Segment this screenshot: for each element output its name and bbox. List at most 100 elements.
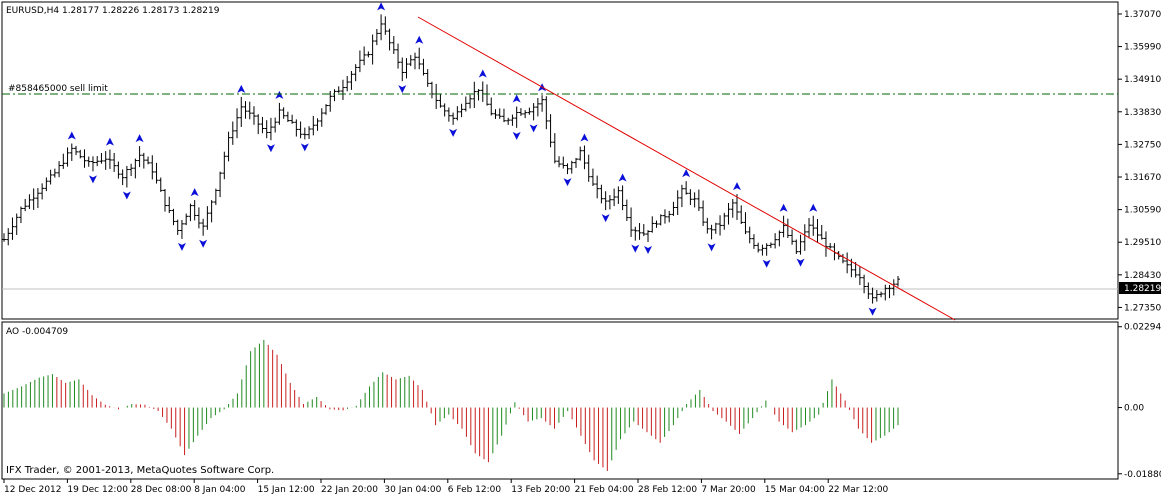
price-bar bbox=[637, 223, 642, 240]
price-bar bbox=[31, 188, 36, 210]
time-tick-label: 15 Jan 12:00 bbox=[258, 485, 315, 495]
price-bar bbox=[531, 103, 536, 121]
price-bar bbox=[366, 51, 371, 58]
price-bar bbox=[743, 212, 748, 235]
price-bar bbox=[514, 106, 519, 128]
fractal-down-marker bbox=[300, 143, 309, 152]
price-bar bbox=[129, 163, 134, 177]
price-bar bbox=[281, 107, 286, 119]
price-bar bbox=[175, 219, 180, 235]
price-bar bbox=[103, 151, 108, 170]
price-bar bbox=[302, 127, 307, 140]
fractal-up-marker bbox=[67, 131, 76, 140]
price-bar bbox=[298, 121, 303, 139]
price-bar bbox=[739, 205, 744, 224]
price-bar bbox=[158, 177, 163, 192]
price-bar bbox=[290, 114, 295, 124]
price-bar bbox=[688, 189, 693, 206]
price-bar bbox=[828, 243, 833, 249]
ao-label: AO -0.004709 bbox=[6, 327, 68, 337]
price-bar bbox=[811, 215, 816, 236]
ao-axis: 0.022945 0.00 -0.01880 bbox=[1118, 323, 1161, 480]
price-bar bbox=[527, 107, 532, 115]
price-bar bbox=[353, 64, 358, 82]
price-bar bbox=[798, 234, 803, 255]
price-tick-label: 1.30590 bbox=[1124, 206, 1161, 216]
price-bar bbox=[396, 43, 401, 69]
price-bar bbox=[332, 89, 337, 102]
price-bar bbox=[870, 287, 875, 304]
price-bar bbox=[612, 188, 617, 207]
downtrend-line[interactable] bbox=[417, 16, 956, 321]
price-bar bbox=[116, 161, 121, 179]
indicator-plot-frame[interactable] bbox=[1, 321, 1119, 480]
price-bar bbox=[10, 217, 15, 240]
time-tick-label: 21 Feb 04:00 bbox=[575, 485, 634, 495]
time-tick-label: 13 Feb 20:00 bbox=[511, 485, 570, 495]
price-bar bbox=[387, 28, 392, 51]
price-bar bbox=[866, 282, 871, 300]
price-bar bbox=[48, 169, 53, 185]
price-bar bbox=[107, 149, 112, 169]
price-bar bbox=[518, 108, 523, 116]
fractal-up-marker bbox=[415, 35, 424, 44]
fractal-down-marker bbox=[122, 191, 131, 200]
price-bar bbox=[599, 184, 604, 204]
price-bar bbox=[582, 145, 587, 170]
price-bar bbox=[790, 229, 795, 245]
price-bar bbox=[455, 106, 460, 121]
price-bar bbox=[35, 188, 40, 209]
price-tick-label: 1.31670 bbox=[1124, 173, 1161, 183]
time-tick-label: 8 Jan 04:00 bbox=[194, 485, 246, 495]
price-bar bbox=[285, 111, 290, 122]
price-bar bbox=[768, 242, 773, 249]
price-bar bbox=[764, 243, 769, 256]
price-bar bbox=[823, 231, 828, 257]
time-tick-label: 15 Mar 04:00 bbox=[765, 485, 825, 495]
price-bar bbox=[179, 219, 184, 239]
fractal-up-marker bbox=[135, 134, 144, 143]
fractal-up-marker bbox=[105, 137, 114, 146]
time-tick-label: 28 Feb 12:00 bbox=[638, 485, 697, 495]
price-bar bbox=[641, 224, 646, 237]
price-bar bbox=[629, 207, 634, 237]
price-bar bbox=[340, 79, 345, 100]
price-bar bbox=[294, 119, 299, 137]
price-bar bbox=[557, 156, 562, 168]
price-bar bbox=[425, 69, 430, 87]
price-bar bbox=[235, 108, 240, 139]
price-bar bbox=[561, 156, 566, 169]
price-bar bbox=[794, 239, 799, 255]
price-bar bbox=[268, 117, 273, 141]
price-bar bbox=[421, 58, 426, 76]
current-price-label: 1.28219 bbox=[1124, 284, 1161, 294]
price-bar bbox=[451, 112, 456, 125]
ao-tick-label: 0.022945 bbox=[1124, 323, 1161, 333]
price-bar bbox=[408, 55, 413, 67]
price-bar bbox=[417, 47, 422, 70]
price-bar bbox=[362, 46, 367, 66]
price-bar bbox=[400, 57, 405, 82]
price-bar bbox=[650, 216, 655, 233]
fractal-up-marker bbox=[779, 203, 788, 212]
price-bar bbox=[705, 217, 710, 234]
price-bar bbox=[188, 203, 193, 222]
price-bar bbox=[845, 252, 850, 274]
price-bar bbox=[230, 121, 235, 145]
time-tick-label: 22 Mar 12:00 bbox=[828, 485, 888, 495]
symbol-info-text: EURUSD,H4 1.28177 1.28226 1.28173 1.2821… bbox=[6, 6, 220, 16]
price-bar bbox=[277, 102, 282, 125]
price-bar bbox=[713, 222, 718, 234]
price-bar bbox=[887, 285, 892, 299]
price-bar bbox=[218, 171, 223, 198]
order-line-label: #858465000 sell limit bbox=[8, 84, 108, 94]
price-plot-frame[interactable] bbox=[1, 1, 1119, 320]
price-bar bbox=[379, 14, 384, 41]
price-bar bbox=[40, 183, 45, 200]
price-bar bbox=[675, 190, 680, 215]
fractal-up-marker bbox=[512, 94, 521, 103]
price-bar bbox=[497, 108, 502, 119]
price-bar bbox=[883, 284, 888, 301]
fractal-up-marker bbox=[237, 84, 246, 93]
price-bar bbox=[6, 228, 11, 246]
